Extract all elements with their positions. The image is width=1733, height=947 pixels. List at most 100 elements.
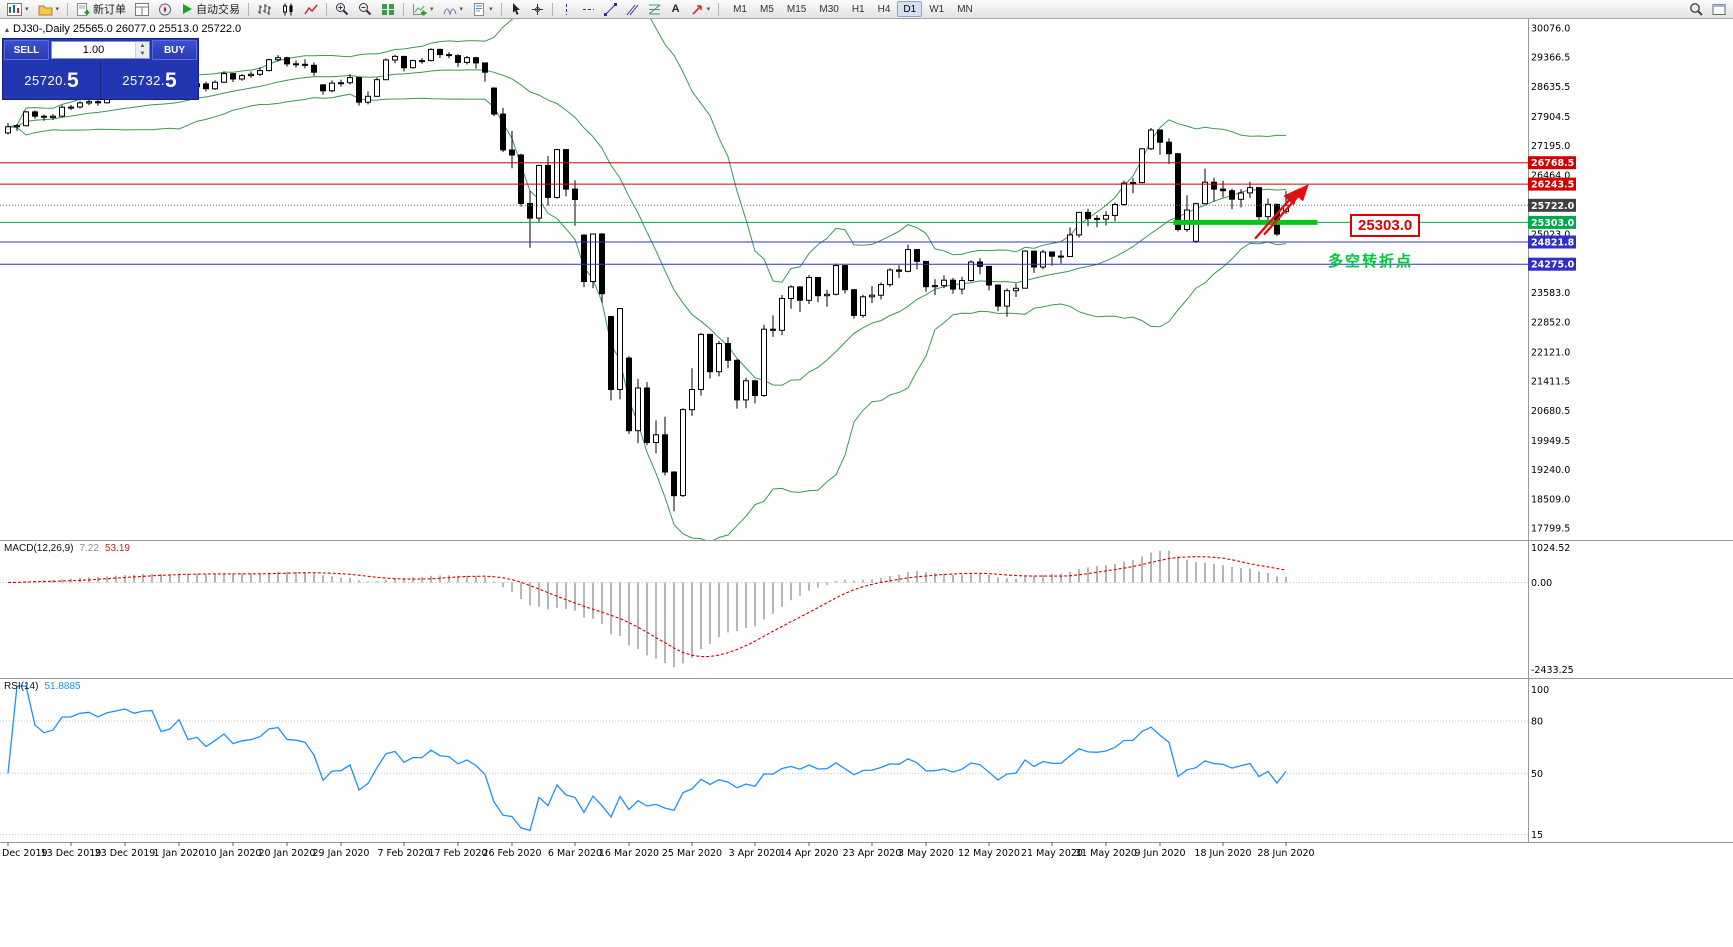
svg-text:7 Feb 2020: 7 Feb 2020 xyxy=(377,848,430,859)
svg-text:20 Jan 2020: 20 Jan 2020 xyxy=(259,848,316,859)
channel-icon xyxy=(626,4,638,15)
volume-down-button[interactable]: ▼ xyxy=(136,50,149,58)
svg-text:22852.0: 22852.0 xyxy=(1531,318,1570,329)
auto-trading-button[interactable]: 自动交易 xyxy=(177,1,244,18)
macd-label: MACD(12,26,9) 7.22 53.19 xyxy=(4,543,130,554)
fullscreen-button[interactable] xyxy=(1708,1,1730,18)
sell-button[interactable]: SELL xyxy=(4,40,49,60)
timeframe-m30-button[interactable]: M30 xyxy=(813,1,844,17)
tile-windows-button[interactable] xyxy=(377,1,399,18)
chart-canvas[interactable]: 30076.0 29366.5 28635.5 27904.5 27195.0 26464… xyxy=(0,19,1733,947)
bar-chart-button[interactable] xyxy=(253,1,276,18)
timeframe-m15-button[interactable]: M15 xyxy=(781,1,812,17)
price-tag-26768.5 xyxy=(1528,156,1576,170)
chart-region: 30076.0 29366.5 28635.5 27904.5 27195.0 26464… xyxy=(0,19,1733,947)
svg-text:18 Jun 2020: 18 Jun 2020 xyxy=(1194,848,1251,859)
profiles-folder-icon xyxy=(38,5,53,15)
svg-text:30076.0: 30076.0 xyxy=(1531,24,1570,35)
toolbar-separator xyxy=(718,2,720,16)
zoom-out-button[interactable] xyxy=(354,1,376,18)
svg-text:0.00: 0.00 xyxy=(1531,578,1552,589)
svg-text:15: 15 xyxy=(1531,830,1543,841)
templates-icon xyxy=(474,2,485,16)
horizontal-lines[interactable] xyxy=(0,162,1528,265)
svg-text:14 Apr 2020: 14 Apr 2020 xyxy=(780,848,839,859)
vertical-line-icon xyxy=(566,3,568,15)
timeframe-h1-button[interactable]: H1 xyxy=(846,1,871,17)
navigator-button[interactable] xyxy=(154,1,176,18)
svg-text:29366.5: 29366.5 xyxy=(1531,52,1570,63)
svg-text:26243.5: 26243.5 xyxy=(1531,180,1574,191)
svg-text:-2433.25: -2433.25 xyxy=(1531,665,1574,676)
buy-price-main: 25732. xyxy=(122,72,166,88)
svg-text:18509.0: 18509.0 xyxy=(1531,495,1570,506)
toolbar-separator xyxy=(403,2,405,16)
cycles-button[interactable]: ▾ xyxy=(439,1,468,18)
line-chart-icon xyxy=(304,4,318,14)
svg-text:9 Jun 2020: 9 Jun 2020 xyxy=(1134,848,1185,859)
svg-text:3 Apr 2020: 3 Apr 2020 xyxy=(729,848,782,859)
buy-price[interactable]: 25732. 5 xyxy=(101,61,198,99)
trendline-button[interactable] xyxy=(600,1,621,18)
horizontal-line-button[interactable] xyxy=(578,1,599,18)
macd-name: MACD(12,26,9) xyxy=(4,543,74,554)
text-label-button[interactable]: A xyxy=(666,1,686,18)
rsi-value: 51.8885 xyxy=(44,681,81,692)
pivot-note[interactable]: 多空转折点 xyxy=(1328,253,1414,270)
line-chart-button[interactable] xyxy=(300,1,322,18)
sell-price[interactable]: 25720. 5 xyxy=(3,61,100,99)
panel-dividers[interactable] xyxy=(0,19,1733,843)
fibonacci-button[interactable] xyxy=(644,1,665,18)
data-window-button[interactable] xyxy=(131,1,153,18)
cursor-icon xyxy=(512,3,520,15)
crosshair-button[interactable] xyxy=(527,1,548,18)
new-order-button[interactable]: 新订单 xyxy=(72,1,130,18)
cursor-button[interactable] xyxy=(506,1,526,18)
auto-trading-play-icon xyxy=(183,4,193,14)
svg-text:24275.0: 24275.0 xyxy=(1531,260,1575,271)
svg-text:27904.5: 27904.5 xyxy=(1531,112,1570,123)
new-order-icon xyxy=(77,2,90,16)
arrows-icon xyxy=(692,4,702,15)
sell-price-main: 25720. xyxy=(24,72,68,88)
indicators-button[interactable]: ▾ xyxy=(408,1,438,18)
svg-text:21411.5: 21411.5 xyxy=(1531,376,1570,387)
vertical-line-button[interactable] xyxy=(557,1,577,18)
timeframe-mn-button[interactable]: MN xyxy=(951,1,979,17)
timeframe-m1-button[interactable]: M1 xyxy=(727,1,753,17)
data-window-icon xyxy=(135,2,150,16)
svg-text:19240.0: 19240.0 xyxy=(1531,465,1570,476)
toolbar-separator xyxy=(551,2,553,16)
timeframe-h4-button[interactable]: H4 xyxy=(872,1,897,17)
volume-input[interactable] xyxy=(52,42,135,58)
buy-price-big-digit: 5 xyxy=(165,68,177,92)
rsi-name: RSI(14) xyxy=(4,681,39,692)
svg-text:23 Dec 2019: 23 Dec 2019 xyxy=(95,848,156,859)
timeframe-d1-button[interactable]: D1 xyxy=(897,1,923,17)
channel-button[interactable] xyxy=(622,1,643,18)
candlestick-chart-icon xyxy=(283,3,293,15)
svg-text:Dec 2019: Dec 2019 xyxy=(2,848,48,859)
new-chart-button[interactable]: ▾ xyxy=(3,1,33,18)
navigator-compass-icon xyxy=(159,3,172,15)
svg-text:25722.0: 25722.0 xyxy=(1531,201,1575,212)
svg-text:17 Feb 2020: 17 Feb 2020 xyxy=(428,848,487,859)
volume-up-button[interactable]: ▲ xyxy=(136,42,149,50)
buy-button[interactable]: BUY xyxy=(152,40,197,60)
timeframe-m5-button[interactable]: M5 xyxy=(754,1,780,17)
svg-text:25 Mar 2020: 25 Mar 2020 xyxy=(662,848,722,859)
chart-title-text: DJ30-,Daily 25565.0 26077.0 25513.0 2572… xyxy=(13,23,242,35)
price-callout[interactable]: 25303.0 xyxy=(1350,214,1421,237)
candlestick-chart-button[interactable] xyxy=(277,1,299,18)
price-scale[interactable]: 30076.0 29366.5 28635.5 27904.5 27195.0 26464… xyxy=(1528,24,1576,535)
search-button[interactable] xyxy=(1685,1,1707,18)
templates-button[interactable]: ▾ xyxy=(468,1,497,18)
arrows-button[interactable]: ▾ xyxy=(687,1,715,18)
zoom-in-button[interactable] xyxy=(331,1,353,18)
candles xyxy=(5,48,1289,512)
timeframe-w1-button[interactable]: W1 xyxy=(923,1,950,17)
svg-text:31 May 2020: 31 May 2020 xyxy=(1075,848,1137,859)
trend-arrow[interactable] xyxy=(1254,184,1309,240)
profiles-button[interactable]: ▾ xyxy=(34,1,64,18)
